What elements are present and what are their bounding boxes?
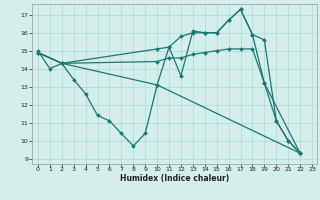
X-axis label: Humidex (Indice chaleur): Humidex (Indice chaleur) [120, 174, 229, 183]
